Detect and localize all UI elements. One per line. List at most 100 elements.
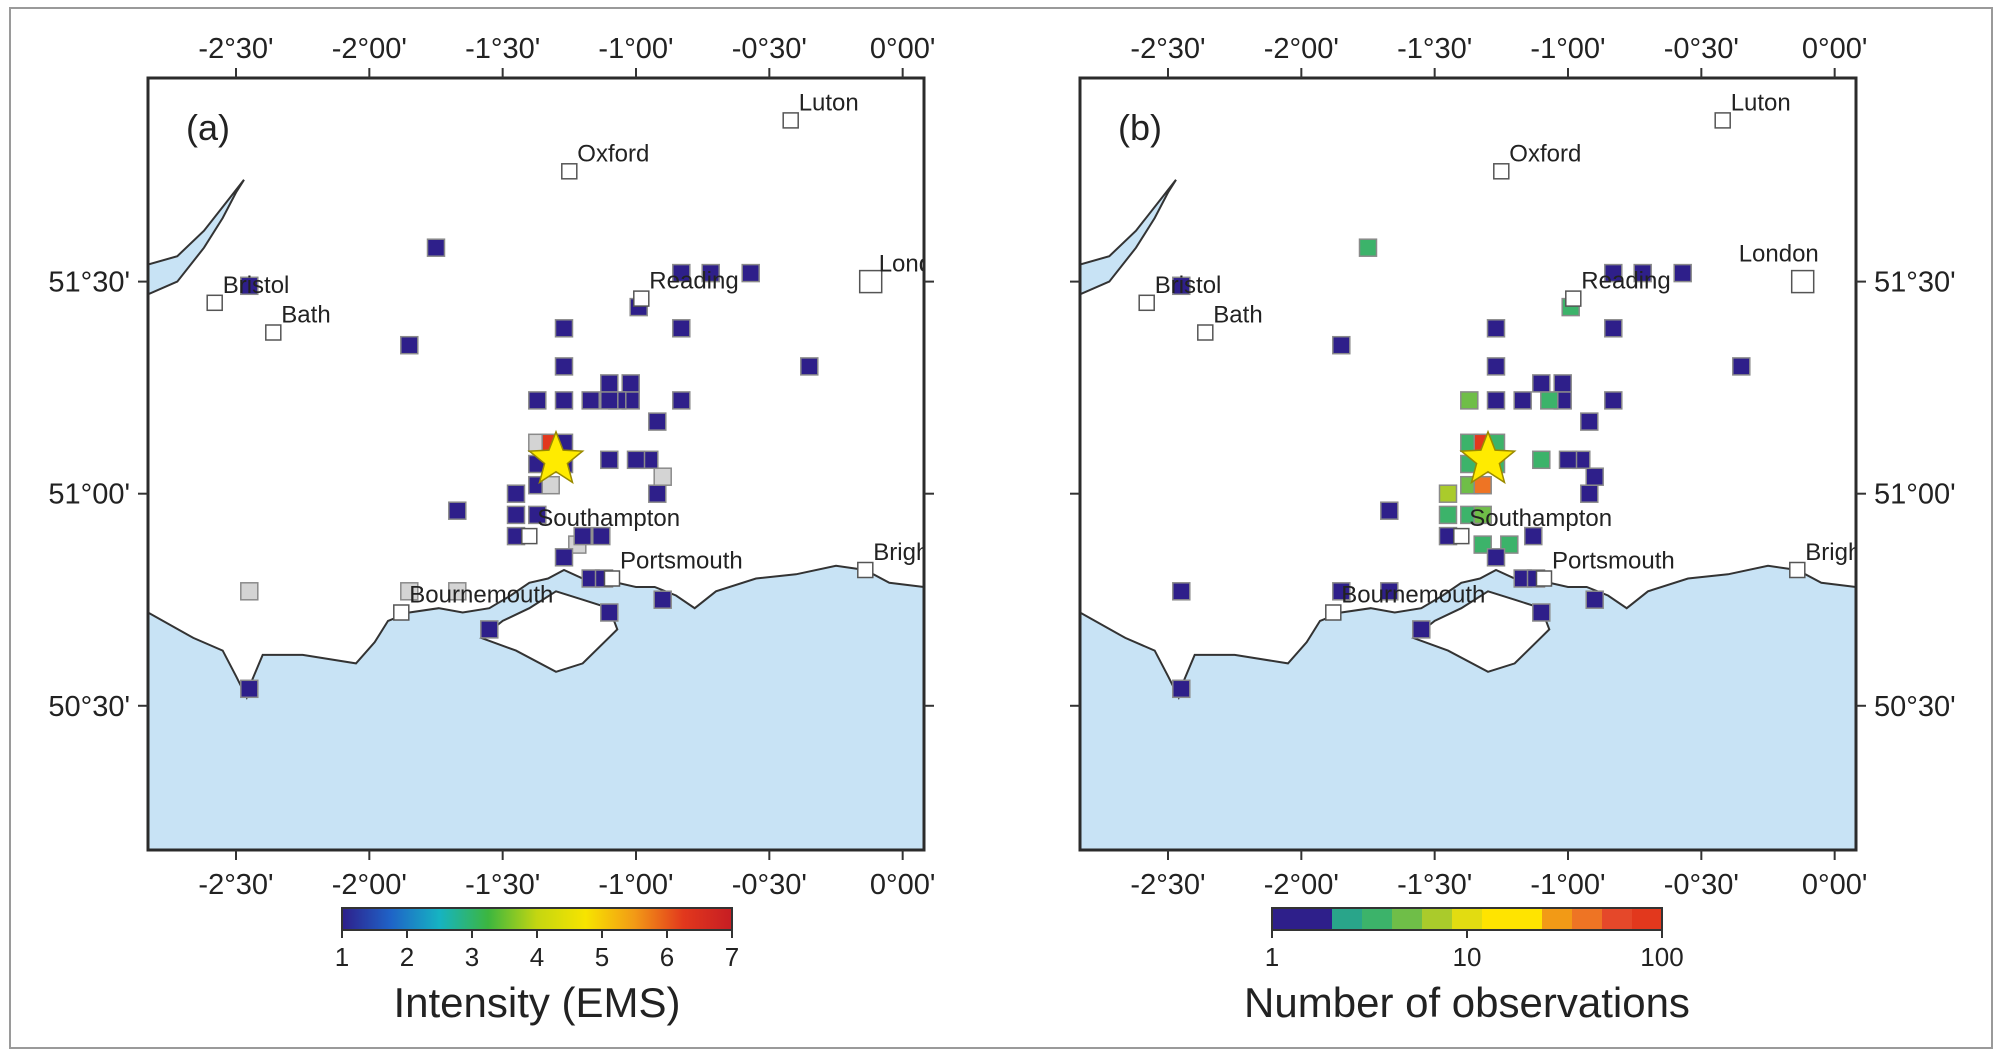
- grid-cell: [1438, 505, 1458, 525]
- grid-cell: [1438, 484, 1458, 503]
- panel-b-map: Luton Oxford Bristol Bath Reading London South…: [1070, 33, 1956, 901]
- grid-cell: [240, 276, 259, 296]
- colorbar-step: [1572, 908, 1603, 930]
- grid-cell: [653, 467, 672, 486]
- colorbar-step: [1482, 908, 1513, 930]
- lon-tick-label-top: -0°30': [1664, 33, 1739, 65]
- grid-cell: [506, 505, 526, 525]
- grid-cell: [1633, 263, 1652, 283]
- city-label: Brighton: [1805, 539, 1894, 566]
- coastline: [148, 564, 924, 700]
- grid-cell: [1332, 582, 1351, 601]
- colorbar-step: [1302, 908, 1333, 930]
- colorbar-tick-label: 7: [725, 942, 739, 972]
- grid-cell: [1585, 590, 1604, 609]
- epicenter-star-icon: [1459, 429, 1517, 485]
- grid-cell: [1580, 412, 1599, 431]
- city-marker: [857, 561, 874, 579]
- grid-cell: [1585, 467, 1604, 486]
- lon-tick-label-top: -2°30': [198, 33, 273, 65]
- grid-cell: [600, 603, 619, 622]
- grid-cell: [1486, 391, 1506, 410]
- lat-tick-label: 50°30': [1874, 691, 1956, 723]
- lon-tick-label-bottom: -0°30': [732, 869, 807, 901]
- colorbar-scale: [341, 907, 733, 931]
- panel-label: (a): [186, 107, 230, 148]
- lon-tick-label-bottom: -2°00': [1264, 869, 1339, 901]
- panel-label: (b): [1118, 107, 1162, 148]
- grid-cell: [426, 238, 446, 257]
- grid-cell: [1604, 391, 1623, 410]
- city-label: London: [1739, 241, 1819, 268]
- grid-cell: [1524, 526, 1543, 546]
- city-label: Oxford: [577, 140, 649, 167]
- colorbar-tick-label: 1: [1265, 942, 1279, 972]
- grid-cell: [653, 590, 672, 609]
- city-label: Brigh: [873, 539, 929, 566]
- colorbar-step: [1272, 908, 1303, 930]
- grid-cell: [400, 335, 419, 355]
- grid-cell: [528, 505, 547, 525]
- city-marker: [858, 269, 883, 294]
- coastline: [1080, 564, 1856, 700]
- grid-cell: [1513, 391, 1532, 410]
- city-label: Lond: [879, 251, 932, 278]
- colorbar-step: [1632, 908, 1663, 930]
- grid-cell: [592, 526, 611, 546]
- lon-tick-label-top: -2°30': [1130, 33, 1205, 65]
- city-marker: [633, 290, 650, 307]
- grid-cell: [1172, 679, 1191, 699]
- colorbar-tick-label: 100: [1640, 942, 1683, 972]
- grid-cell: [1558, 450, 1578, 470]
- lon-tick-label-bottom: 0°00': [1802, 869, 1868, 901]
- city-marker: [1197, 324, 1214, 341]
- panel-a-map: Luton Oxford Bristol Bath Reading Lond Southam…: [48, 33, 936, 901]
- city-marker: [1325, 604, 1342, 621]
- lon-tick-label-top: -1°30': [465, 33, 540, 65]
- grid-cell: [1412, 620, 1431, 639]
- city-marker: [265, 324, 282, 341]
- grid-cell: [573, 526, 592, 546]
- lat-tick-label: 50°30': [48, 691, 130, 723]
- city-label: Portsmouth: [1552, 548, 1675, 575]
- grid-cell: [1580, 484, 1599, 503]
- colorbar-tick-label: 4: [530, 942, 544, 972]
- city-label: Bath: [281, 302, 330, 329]
- figure-outer-frame: [9, 7, 1993, 1049]
- city-label: Bournemouth: [409, 582, 553, 609]
- city-marker: [393, 604, 410, 621]
- grid-cell: [1732, 357, 1751, 376]
- city-marker: [521, 527, 538, 545]
- map-frame: [146, 76, 926, 852]
- grid-cell: [1532, 374, 1551, 393]
- grid-cell: [648, 412, 667, 431]
- grid-cell: [448, 582, 467, 601]
- colorbar-tick-label: 2: [400, 942, 414, 972]
- colorbar-step: [1392, 908, 1423, 930]
- lat-tick-label: 51°30': [48, 267, 130, 299]
- grid-cell: [554, 357, 574, 376]
- grid-cell: [672, 391, 691, 410]
- colorbar-tick-label: 10: [1453, 942, 1482, 972]
- city-label: Portsmouth: [620, 548, 743, 575]
- grid-cell: [626, 450, 646, 470]
- city-marker: [1714, 112, 1731, 129]
- city-marker: [1565, 290, 1582, 307]
- grid-cell: [1172, 582, 1191, 601]
- grid-cell: [1604, 319, 1623, 338]
- grid-cell: [541, 475, 560, 495]
- grid-cell: [240, 679, 259, 699]
- map-frame: [1078, 76, 1858, 852]
- lon-tick-label-top: 0°00': [1802, 33, 1868, 65]
- city-marker: [1535, 570, 1553, 587]
- city-label: Luton: [1731, 89, 1791, 116]
- grid-cell: [400, 582, 419, 601]
- city-marker: [1138, 294, 1155, 312]
- grid-cell: [1486, 319, 1506, 338]
- lon-tick-label-top: -1°00': [1530, 33, 1605, 65]
- grid-cell: [1553, 374, 1572, 393]
- grid-cell: [554, 319, 574, 338]
- severn-estuary: [148, 179, 245, 296]
- lon-tick-label-top: 0°00': [870, 33, 936, 65]
- colorbar-title: Number of observations: [1244, 979, 1690, 1026]
